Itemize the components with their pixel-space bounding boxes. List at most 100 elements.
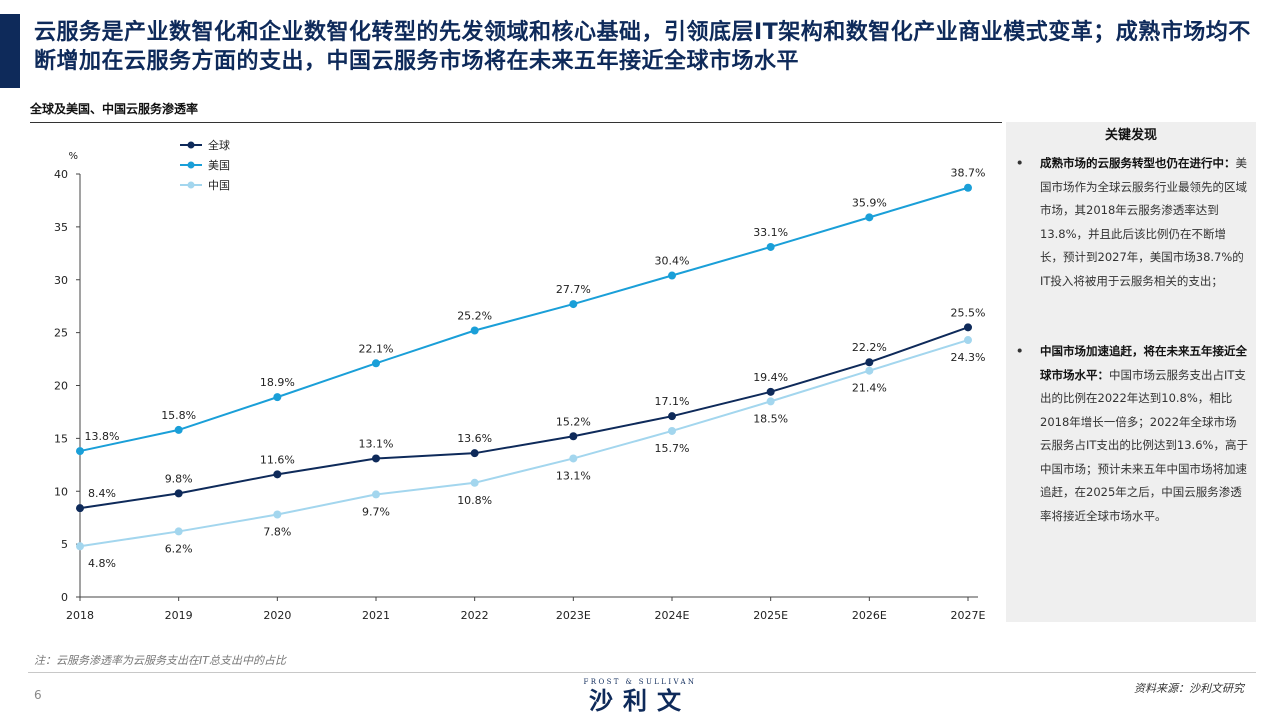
x-tick-label: 2024E	[655, 609, 690, 622]
data-label: 35.9%	[852, 196, 887, 209]
data-point	[865, 213, 874, 222]
data-label: 22.2%	[852, 341, 887, 354]
data-label: 24.3%	[951, 351, 986, 364]
x-tick-label: 2027E	[951, 609, 986, 622]
data-point	[372, 454, 380, 463]
data-point	[470, 326, 479, 335]
y-tick-label: 10	[54, 485, 68, 498]
data-label: 13.1%	[556, 469, 591, 482]
legend-label: 中国	[208, 179, 230, 192]
y-axis-unit: %	[68, 151, 78, 162]
data-point	[470, 478, 479, 487]
data-label: 10.8%	[457, 494, 492, 507]
data-point	[569, 300, 578, 309]
penetration-line-chart: 0 5 10 15 20 25 30 35 40% 2018 2019 2020 2021 2022 202…	[54, 138, 986, 622]
x-tick-label: 2021	[362, 609, 390, 622]
source-citation: 资料来源：沙利文研究	[1134, 682, 1244, 695]
data-point	[569, 432, 578, 441]
y-tick-label: 20	[54, 380, 68, 393]
data-point	[964, 183, 972, 192]
x-tick-label: 2026E	[852, 609, 887, 622]
data-point	[372, 359, 380, 368]
data-point	[865, 358, 874, 367]
data-point	[569, 454, 578, 463]
key-findings-panel	[1006, 122, 1256, 622]
finding-text: 美国市场作为全球云服务行业最领先的区域市场，其2018年云服务渗透率达到13.8…	[1040, 156, 1247, 288]
x-tick-label: 2020	[263, 609, 291, 622]
y-tick-label: 35	[54, 221, 68, 234]
series-line-0	[79, 326, 969, 510]
data-label: 15.7%	[655, 442, 690, 455]
legend-swatch-dot	[187, 181, 195, 189]
data-point	[174, 425, 183, 434]
x-tick-label: 2018	[66, 609, 94, 622]
data-point	[273, 470, 282, 479]
data-label: 30.4%	[655, 255, 690, 268]
data-label: 15.2%	[556, 415, 591, 428]
data-point	[76, 542, 84, 551]
title-accent-bar	[0, 14, 20, 88]
finding-body: 成熟市场的云服务转型也仍在进行中：美国市场作为全球云服务行业最领先的区域市场，其…	[1040, 152, 1248, 293]
data-label: 11.6%	[260, 453, 295, 466]
chart-note: 注：云服务渗透率为云服务支出在IT总支出中的占比	[34, 654, 286, 667]
data-point	[668, 412, 676, 421]
finding-heading: 中国市场加速追赶，将在未来五年接近全球市场水平：	[1040, 344, 1247, 382]
data-point	[668, 271, 676, 280]
data-point	[470, 449, 479, 458]
data-point	[174, 489, 183, 498]
data-label: 25.2%	[457, 310, 492, 323]
data-label: 18.9%	[260, 376, 295, 389]
footer-divider	[28, 672, 1256, 673]
x-tick-label: 2019	[165, 609, 193, 622]
data-label: 7.8%	[263, 526, 291, 539]
page-number: 6	[34, 688, 42, 702]
data-label: 33.1%	[753, 226, 788, 239]
data-label: 22.1%	[359, 342, 394, 355]
key-findings-title: 关键发现	[1104, 128, 1157, 143]
data-label: 13.8%	[85, 430, 120, 443]
data-label: 4.8%	[88, 557, 116, 570]
page-title: 云服务是产业数智化和企业数智化转型的先发领域和核心基础，引领底层IT架构和数智化…	[34, 20, 1251, 74]
data-label: 18.5%	[753, 412, 788, 425]
finding-heading: 成熟市场的云服务转型也仍在进行中：	[1040, 156, 1236, 170]
legend-label: 美国	[208, 159, 230, 172]
data-label: 8.4%	[88, 487, 116, 500]
data-label: 13.1%	[359, 437, 394, 450]
data-label: 27.7%	[556, 283, 591, 296]
bullet-icon: •	[1016, 344, 1024, 358]
data-point	[964, 336, 972, 345]
data-label: 38.7%	[951, 167, 986, 180]
frost-sullivan-logo: FROST & SULLIVAN 沙利文	[560, 678, 720, 716]
data-label: 15.8%	[161, 409, 196, 422]
data-label: 19.4%	[753, 371, 788, 384]
logo-chinese-name: 沙利文	[589, 687, 691, 715]
data-label: 21.4%	[852, 382, 887, 395]
data-point	[766, 242, 775, 251]
data-label: 9.7%	[362, 505, 390, 518]
data-point	[273, 510, 282, 519]
y-tick-label: 25	[54, 327, 68, 340]
data-point	[174, 527, 183, 536]
data-label: 13.6%	[457, 432, 492, 445]
y-tick-label: 0	[61, 591, 68, 604]
series-line-2	[79, 339, 969, 548]
finding-body: 中国市场加速追赶，将在未来五年接近全球市场水平：中国市场云服务支出占IT支出的比…	[1040, 340, 1248, 528]
data-point	[76, 504, 84, 513]
data-point	[273, 393, 282, 402]
x-tick-label: 2023E	[556, 609, 591, 622]
finding-item-china-market: • 中国市场加速追赶，将在未来五年接近全球市场水平：中国市场云服务支出占IT支出…	[1016, 340, 1248, 570]
data-point	[865, 366, 874, 375]
data-point	[668, 426, 676, 435]
data-label: 25.5%	[951, 306, 986, 319]
data-point	[372, 490, 380, 499]
data-point	[964, 323, 972, 332]
series-line-1	[79, 186, 969, 453]
legend-swatch-dot	[187, 161, 195, 169]
data-point	[766, 397, 775, 406]
data-label: 6.2%	[165, 542, 193, 555]
data-label: 9.8%	[165, 472, 193, 485]
bullet-icon: •	[1016, 156, 1024, 170]
y-tick-label: 40	[54, 168, 68, 181]
finding-text: 中国市场云服务支出占IT支出的比例在2022年达到10.8%，相比2018年增长…	[1040, 367, 1248, 523]
chart-divider	[30, 122, 1002, 123]
